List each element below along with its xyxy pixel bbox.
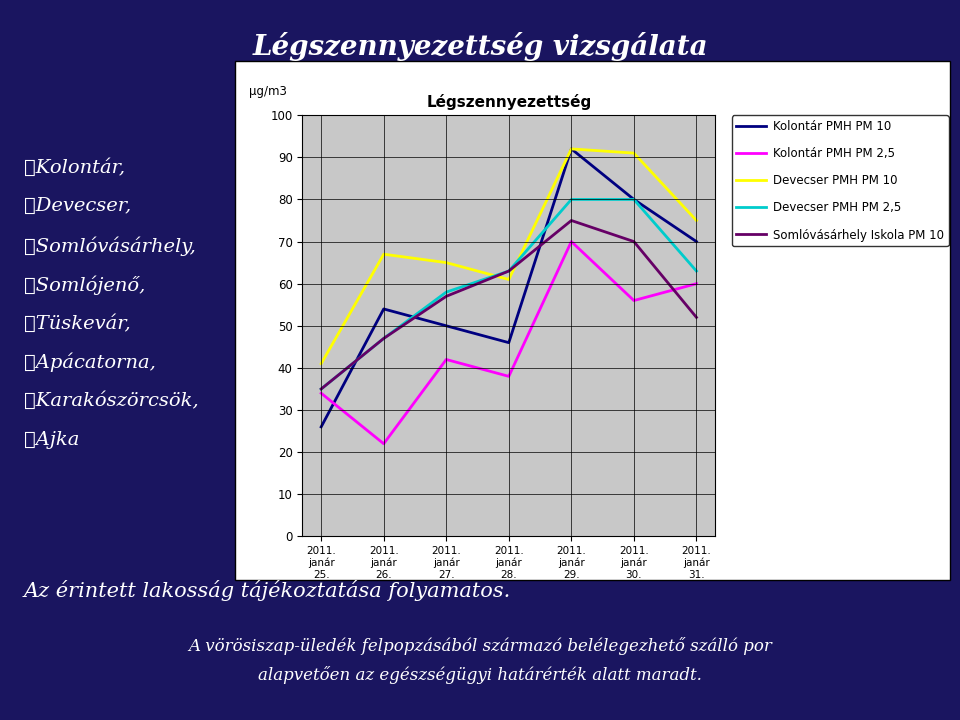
Text: ➤Somlójenő,: ➤Somlójenő, bbox=[24, 275, 145, 294]
Text: µg/m3: µg/m3 bbox=[249, 86, 287, 99]
Text: ➤Apácatorna,: ➤Apácatorna, bbox=[24, 353, 156, 372]
Text: A vörösiszap-üledék felpорzásából származó belélegezhető szálló por: A vörösiszap-üledék felpорzásából szárma… bbox=[188, 637, 772, 655]
Title: Légszennyezettség: Légszennyezettség bbox=[426, 94, 591, 110]
Text: Légszennyezettség vizsgálata: Légszennyezettség vizsgálata bbox=[252, 32, 708, 61]
Text: ➤Tüskevár,: ➤Tüskevár, bbox=[24, 314, 131, 333]
Legend: Kolontár PMH PM 10, Kolontár PMH PM 2,5, Devecser PMH PM 10, Devecser PMH PM 2,5: Kolontár PMH PM 10, Kolontár PMH PM 2,5,… bbox=[732, 115, 948, 246]
Text: ➤Somlóvásárhely,: ➤Somlóvásárhely, bbox=[24, 236, 196, 256]
Text: ➤Kolontár,: ➤Kolontár, bbox=[24, 158, 125, 177]
Text: Az érintett lakosság tájékoztatása folyamatos.: Az érintett lakosság tájékoztatása folya… bbox=[24, 580, 512, 600]
Text: ➤Ajka: ➤Ajka bbox=[24, 431, 80, 449]
Text: ➤Karakószörcsök,: ➤Karakószörcsök, bbox=[24, 392, 199, 410]
Text: alapvetően az egészségügyi határérték alatt maradt.: alapvetően az egészségügyi határérték al… bbox=[258, 666, 702, 684]
Text: ➤Devecser,: ➤Devecser, bbox=[24, 197, 132, 215]
